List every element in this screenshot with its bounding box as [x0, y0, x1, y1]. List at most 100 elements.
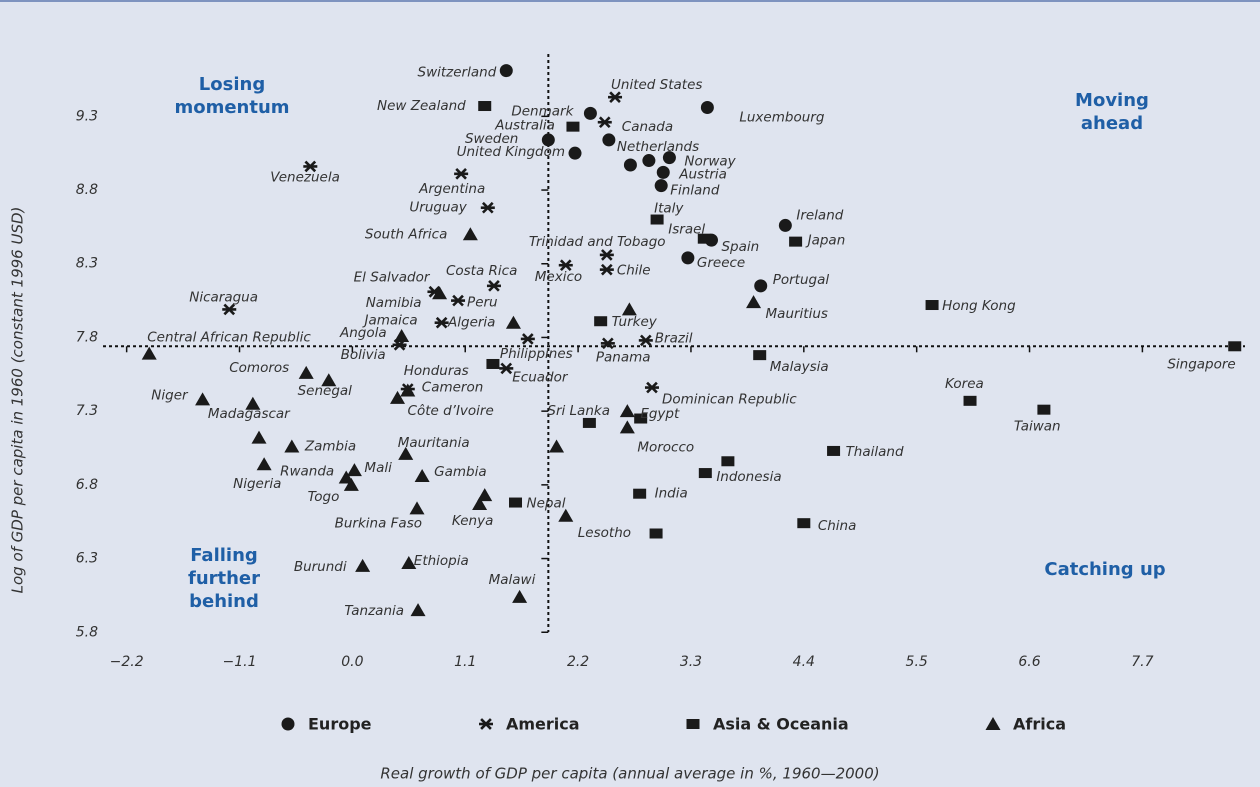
point [583, 106, 597, 120]
point-label: Ecuador [512, 369, 569, 385]
point-label: Austria [678, 166, 727, 182]
point-label: Nicaragua [189, 289, 258, 305]
point [222, 303, 237, 316]
point [599, 263, 614, 276]
point-label: Comoros [229, 360, 289, 376]
point-label: Chile [617, 263, 651, 279]
point [478, 101, 492, 112]
point [623, 158, 637, 172]
point-label: Italy [654, 201, 684, 217]
point-label: Algeria [447, 315, 495, 331]
point-label: Nepal [527, 496, 566, 512]
asterisk-stroke [452, 294, 464, 307]
point-label: Namibia [366, 295, 422, 311]
point-label: Mauritania [398, 435, 470, 451]
point-label: Turkey [612, 314, 658, 330]
point [251, 430, 267, 444]
point-label: Egypt [640, 406, 680, 422]
point-label: Uruguay [409, 200, 467, 216]
y-tick-label: 5.8 [76, 624, 98, 640]
point [462, 227, 478, 241]
point-label: Ireland [796, 207, 843, 223]
y-tick-label: 8.3 [76, 256, 98, 272]
point-label: Angola [339, 325, 387, 341]
point [602, 133, 616, 147]
point-label: Burkina Faso [335, 515, 422, 531]
point [681, 251, 695, 265]
point [451, 294, 466, 307]
point-label: Brazil [655, 330, 693, 346]
point [338, 470, 354, 484]
point [414, 469, 430, 483]
point-label: Malaysia [770, 359, 829, 375]
point [654, 179, 668, 193]
point-label: Portugal [773, 272, 830, 288]
point-label: Israel [668, 222, 705, 238]
asterisk-stroke [598, 116, 611, 129]
point-label: Côte d’Ivoire [408, 403, 494, 419]
point [558, 508, 574, 522]
point-label: Costa Rica [446, 263, 517, 279]
point [195, 392, 211, 406]
point-label: Luxembourg [739, 109, 824, 125]
point-label: Senegal [298, 383, 353, 399]
point-label: Zambia [304, 439, 356, 455]
point [963, 395, 977, 406]
point-label: Australia [494, 118, 555, 134]
x-tick-label: 1.1 [454, 654, 476, 670]
point-label: Trinidad and Tobago [529, 234, 666, 250]
point [634, 413, 648, 424]
point [486, 280, 501, 292]
quadrant-label: Falling [190, 545, 258, 566]
point [343, 477, 359, 491]
legend-marker [985, 717, 1001, 730]
point [432, 286, 448, 300]
point [827, 445, 841, 456]
point [394, 328, 410, 342]
point [541, 133, 555, 147]
point [245, 396, 261, 410]
point [520, 333, 535, 345]
x-axis-label: Real growth of GDP per capita (annual av… [380, 765, 879, 783]
point [597, 116, 612, 129]
point-label: Kenya [452, 513, 494, 529]
point [400, 383, 416, 397]
point-label: Mexico [535, 269, 582, 285]
point-label: New Zealand [377, 98, 466, 114]
point [697, 233, 711, 244]
point [472, 497, 488, 511]
point-label: Korea [945, 376, 984, 392]
point-label: Bolivia [341, 347, 386, 363]
point [621, 302, 637, 316]
point [754, 279, 768, 293]
point-label: South Africa [365, 226, 448, 242]
point-label: Morocco [637, 439, 694, 455]
point [398, 446, 414, 460]
quadrant-label: Catching up [1044, 559, 1165, 580]
point [454, 168, 469, 180]
x-tick-label: 4.4 [793, 654, 815, 670]
quadrant-label: Losing [199, 74, 265, 95]
point [721, 456, 735, 467]
x-tick-label: −2.2 [110, 654, 144, 670]
point-label: Venezuela [270, 169, 340, 185]
point [512, 589, 528, 603]
point-label: Central African Republic [147, 330, 311, 346]
point-label: United Kingdom [457, 144, 565, 160]
point-label: Mali [364, 460, 392, 476]
point-label: El Salvador [354, 270, 431, 286]
point [409, 501, 425, 515]
quadrant-label: momentum [174, 97, 289, 118]
point-label: Norway [684, 154, 736, 170]
point [486, 358, 500, 369]
asterisk-stroke [500, 362, 513, 375]
point-label: Canada [622, 119, 673, 135]
y-tick-label: 6.3 [76, 551, 98, 567]
point [434, 316, 449, 329]
point-label: India [655, 486, 688, 502]
x-tick-label: 6.6 [1018, 654, 1040, 670]
point-label: Nigeria [233, 476, 281, 492]
point [642, 154, 656, 168]
quadrant-label: ahead [1081, 113, 1143, 134]
x-tick-label: 5.5 [906, 654, 928, 670]
